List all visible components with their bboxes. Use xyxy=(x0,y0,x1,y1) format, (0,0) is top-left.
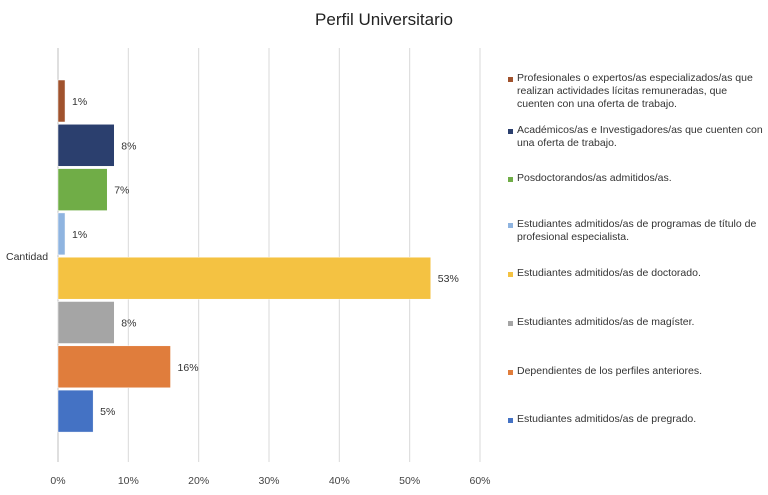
legend-swatch xyxy=(508,272,513,277)
x-tick-label: 20% xyxy=(188,475,209,487)
chart-title: Perfil Universitario xyxy=(315,10,453,29)
legend-item: Estudiantes admitidos/as de magíster. xyxy=(508,316,763,329)
data-label: 7% xyxy=(114,185,129,197)
x-tick-label: 0% xyxy=(50,475,65,487)
data-label: 53% xyxy=(438,273,459,285)
legend-item: Estudiantes admitidos/as de programas de… xyxy=(508,218,763,244)
legend: Profesionales o expertos/as especializad… xyxy=(508,0,763,495)
legend-label: Académicos/as e Investigadores/as que cu… xyxy=(517,124,763,149)
bar xyxy=(57,124,115,167)
data-label: 5% xyxy=(100,406,115,418)
legend-item: Posdoctorandos/as admitidos/as. xyxy=(508,172,763,185)
legend-label: Estudiantes admitidos/as de magíster. xyxy=(517,316,695,328)
legend-item: Académicos/as e Investigadores/as que cu… xyxy=(508,124,763,150)
legend-label: Estudiantes admitidos/as de pregrado. xyxy=(517,413,697,425)
data-label: 1% xyxy=(72,96,87,108)
legend-swatch xyxy=(508,418,513,423)
legend-item: Dependientes de los perfiles anteriores. xyxy=(508,365,763,378)
bar xyxy=(57,301,115,344)
category-label: Cantidad xyxy=(6,251,49,263)
bar xyxy=(57,256,432,300)
legend-swatch xyxy=(508,321,513,326)
legend-item: Estudiantes admitidos/as de pregrado. xyxy=(508,413,763,426)
bar xyxy=(57,345,171,389)
legend-swatch xyxy=(508,129,513,134)
legend-item: Estudiantes admitidos/as de doctorado. xyxy=(508,267,763,280)
legend-item: Profesionales o expertos/as especializad… xyxy=(508,72,763,111)
legend-label: Dependientes de los perfiles anteriores. xyxy=(517,365,703,377)
legend-label: Estudiantes admitidos/as de doctorado. xyxy=(517,267,701,279)
bar xyxy=(57,79,66,123)
data-label: 8% xyxy=(121,318,136,330)
bar xyxy=(57,212,66,256)
x-tick-label: 50% xyxy=(399,475,420,487)
bar xyxy=(57,389,94,433)
x-tick-label: 10% xyxy=(118,475,139,487)
legend-label: Estudiantes admitidos/as de programas de… xyxy=(517,218,757,243)
legend-swatch xyxy=(508,77,513,82)
legend-swatch xyxy=(508,223,513,228)
data-label: 8% xyxy=(121,140,136,152)
legend-swatch xyxy=(508,177,513,182)
legend-label: Profesionales o expertos/as especializad… xyxy=(517,72,753,110)
legend-swatch xyxy=(508,370,513,375)
bar xyxy=(57,168,108,211)
legend-label: Posdoctorandos/as admitidos/as. xyxy=(517,172,672,184)
x-tick-label: 30% xyxy=(258,475,279,487)
x-tick-label: 60% xyxy=(469,475,490,487)
data-label: 16% xyxy=(178,362,199,374)
data-label: 1% xyxy=(72,229,87,241)
x-tick-label: 40% xyxy=(329,475,350,487)
